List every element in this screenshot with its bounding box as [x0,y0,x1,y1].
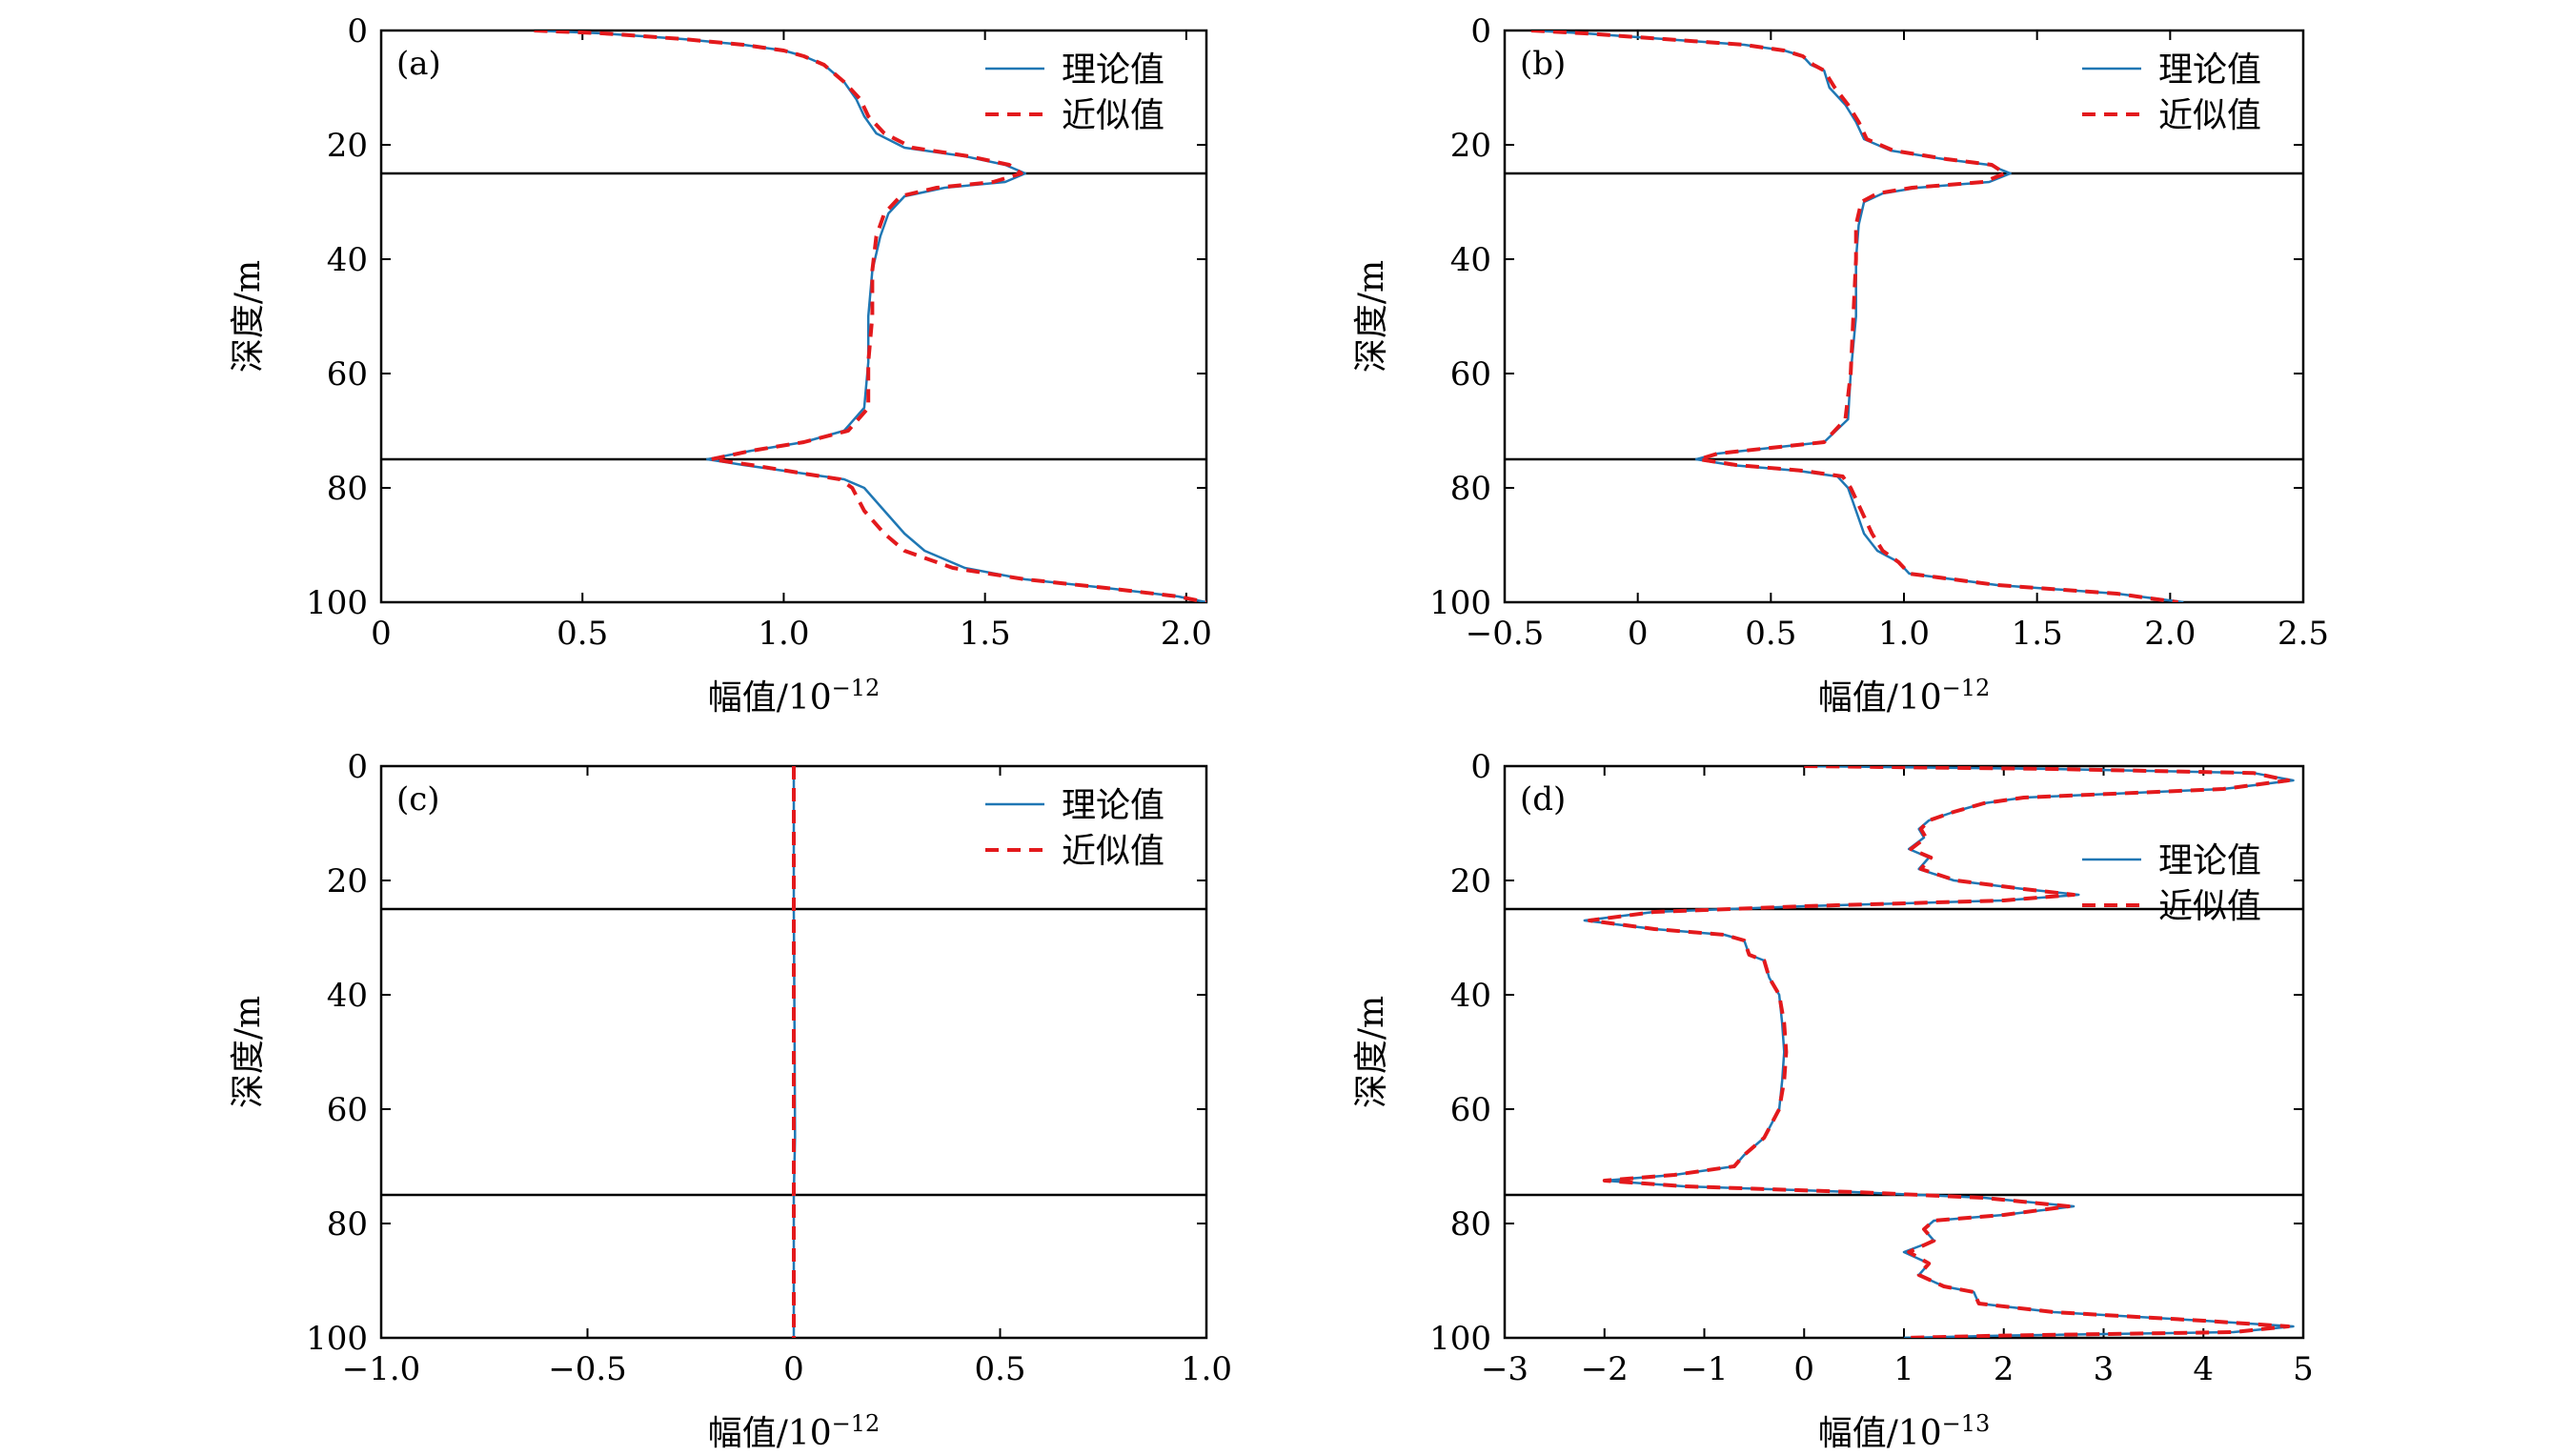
panel-label: (b) [1520,45,1566,83]
y-tick-label: 20 [1450,127,1491,165]
x-axis-title: 幅值/10−12 [708,1410,881,1453]
x-axis-title: 幅值/10−12 [708,675,881,718]
series-theory-line [534,30,1206,602]
x-tick-label: 1.0 [1878,615,1930,653]
x-tick-label: 1.0 [758,615,809,653]
x-tick-label: 3 [2094,1350,2115,1388]
x-tick-label: 2.0 [2144,615,2196,653]
legend-theory-label: 理论值 [1062,786,1164,825]
panel-3: −1.0 −0.5 0 0.5 1.0 0 20 40 60 80 100 (c) 理论值近似值幅值/1… [229,748,1232,1453]
x-axis-title-text: 幅值/10 [1818,678,1942,718]
x-tick-label: 1.5 [2012,615,2063,653]
legend-approx-label: 近似值 [1062,832,1164,871]
x-tick-label: −0.5 [1466,615,1545,653]
x-tick-label: 0.5 [1745,615,1796,653]
legend-approx-label: 近似值 [2158,887,2261,926]
x-axis-title: 幅值/10−12 [1818,675,1991,718]
x-axis-title-exponent: −12 [1942,675,1991,701]
y-tick-label: 0 [347,748,368,786]
y-tick-label: 60 [327,355,368,394]
x-tick-label: 0 [1793,1350,1814,1388]
panel-1: 0 0.5 1.0 1.5 2.0 0 20 40 60 80 100 (a) 理论值近似值幅值/10−… [229,12,1212,718]
y-tick-label: 40 [327,241,368,279]
panel-label: (c) [396,780,440,819]
legend-theory-label: 理论值 [1062,51,1164,90]
x-tick-label: −0.5 [548,1350,627,1388]
legend-approx-label: 近似值 [2158,96,2261,135]
x-tick-label: 0.5 [974,1350,1025,1388]
y-axis-title: 深度/m [229,996,268,1108]
y-axis-title: 深度/m [1352,260,1391,373]
x-tick-label: 4 [2193,1350,2214,1388]
y-tick-label: 80 [1450,1205,1491,1244]
y-tick-label: 20 [327,862,368,900]
x-tick-label: 0.5 [557,615,608,653]
y-tick-label: 80 [327,470,368,508]
y-axis-title: 深度/m [1352,996,1391,1108]
y-tick-label: 40 [1450,241,1491,279]
x-axis-title-exponent: −12 [832,1410,881,1437]
panel-label: (d) [1520,780,1566,819]
x-tick-label: −3 [1481,1350,1529,1388]
x-tick-label: 0 [371,615,392,653]
x-tick-label: 1.5 [960,615,1011,653]
y-tick-label: 80 [327,1205,368,1244]
panel-label: (a) [396,45,441,83]
x-tick-label: 1.0 [1181,1350,1232,1388]
y-tick-label: 20 [1450,862,1491,900]
y-tick-label: 60 [1450,355,1491,394]
y-tick-label: 80 [1450,470,1491,508]
x-axis-title-exponent: −12 [832,675,881,701]
series-approx-line [534,30,1206,602]
x-tick-label: 1 [1893,1350,1914,1388]
x-tick-label: 0 [783,1350,804,1388]
x-axis-title-exponent: −13 [1942,1410,1991,1437]
legend-approx-label: 近似值 [1062,96,1164,135]
y-tick-label: 0 [347,12,368,51]
y-tick-label: 100 [306,584,368,622]
y-tick-label: 40 [327,977,368,1015]
y-tick-label: 100 [1429,584,1491,622]
x-tick-label: −1 [1680,1350,1728,1388]
panel-4: −3 −2 −1 0 1 2 3 4 5 0 20 40 60 80 100 (d) 理论值近似值幅值/10−1… [1352,748,2314,1453]
x-tick-label: −2 [1581,1350,1629,1388]
y-axis-title: 深度/m [229,260,268,373]
y-tick-label: 0 [1470,748,1491,786]
y-tick-label: 60 [1450,1091,1491,1129]
x-tick-label: 2.0 [1161,615,1212,653]
plot-frame [379,29,1208,604]
x-axis-title-text: 幅值/10 [708,678,832,718]
y-tick-label: 60 [327,1091,368,1129]
x-tick-label: 5 [2293,1350,2314,1388]
y-tick-label: 100 [306,1320,368,1358]
x-tick-label: 0 [1628,615,1649,653]
x-tick-label: 2.5 [2278,615,2329,653]
y-tick-label: 20 [327,127,368,165]
legend-theory-label: 理论值 [2158,841,2261,880]
panel-2: −0.5 0 0.5 1.0 1.5 2.0 2.5 0 20 40 60 80 100 (b) 理论值近似… [1352,12,2329,718]
x-axis-title: 幅值/10−13 [1818,1410,1991,1453]
y-tick-label: 40 [1450,977,1491,1015]
legend-theory-label: 理论值 [2158,51,2261,90]
y-tick-label: 100 [1429,1320,1491,1358]
series-approx-line [1588,766,2291,1338]
x-tick-label: −1.0 [342,1350,421,1388]
series-approx-line [1530,30,2178,602]
x-axis-title-text: 幅值/10 [708,1414,832,1453]
x-tick-label: 2 [1994,1350,2014,1388]
y-tick-label: 0 [1470,12,1491,51]
x-axis-title-text: 幅值/10 [1818,1414,1942,1453]
